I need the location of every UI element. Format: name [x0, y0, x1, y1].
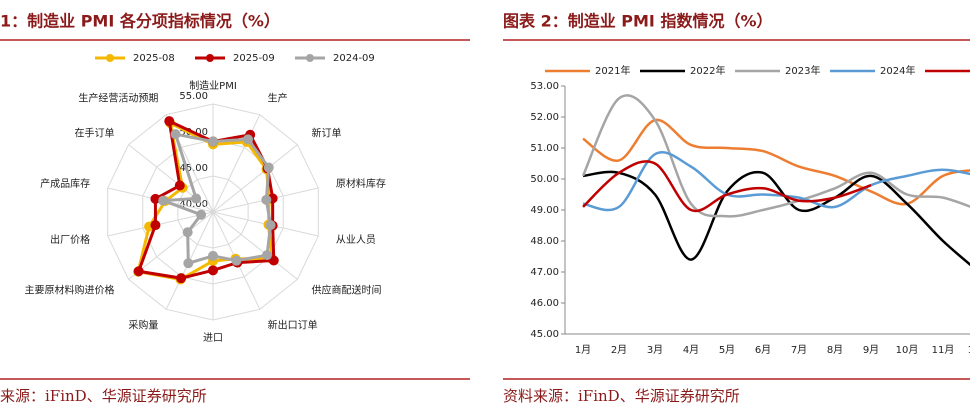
x-tick-label: 5月: [719, 344, 735, 356]
axis-label: 从业人员: [336, 234, 376, 246]
axis-label: 原材料库存: [336, 177, 386, 190]
point: [261, 194, 272, 205]
legend-marker: [306, 54, 314, 62]
y-tick-label: 48.00: [530, 236, 559, 247]
y-tick-label: 47.00: [530, 267, 559, 278]
series-line: [582, 151, 970, 212]
legend-label: 2024年: [880, 64, 915, 77]
axis-label: 生产经营活动预期: [78, 91, 158, 104]
axis-label: 出厂价格: [50, 233, 90, 246]
r-tick-label: 40.00: [179, 199, 208, 210]
axis-label: 采购量: [128, 319, 158, 332]
point: [150, 220, 161, 231]
x-tick-label: 12月: [968, 344, 970, 356]
source: 来源：iFinD、华源证券研究所: [0, 387, 207, 405]
point: [183, 258, 194, 269]
y-tick-label: 51.00: [530, 143, 559, 154]
series-line: [582, 160, 872, 213]
point: [268, 255, 279, 266]
r-tick-label: 45.00: [179, 163, 208, 174]
point: [164, 116, 175, 127]
axis-spoke: [128, 211, 214, 280]
y-tick-label: 53.00: [530, 81, 559, 92]
point: [208, 250, 218, 261]
axis-spoke: [212, 114, 261, 213]
y-tick-label: 50.00: [530, 174, 559, 185]
x-tick-label: 2月: [611, 344, 627, 356]
y-tick-label: 52.00: [530, 112, 559, 123]
point: [263, 162, 274, 173]
x-tick-label: 7月: [791, 344, 807, 356]
axis-spoke: [107, 211, 214, 237]
legend-label: 2021年: [595, 64, 630, 77]
series-line: [582, 118, 970, 206]
point: [158, 195, 169, 206]
axis-label: 进口: [203, 332, 223, 344]
axis-label: 供应商配送时间: [312, 284, 382, 297]
point: [265, 220, 276, 231]
legend-marker: [106, 54, 114, 62]
x-tick-label: 9月: [863, 344, 879, 356]
point: [191, 193, 202, 204]
point: [133, 266, 144, 277]
x-tick-label: 10月: [896, 344, 919, 356]
point: [262, 250, 273, 261]
axis-label: 新订单: [312, 126, 342, 139]
legend-label: 2022年: [690, 64, 725, 77]
series-line: [581, 94, 970, 218]
chart-title: 1：制造业 PMI 各分项指标情况（%）: [0, 12, 280, 31]
axis-label: 新出口订单: [268, 319, 318, 332]
y-tick-label: 49.00: [530, 205, 559, 216]
axis-label: 产成品库存: [40, 177, 90, 190]
axis-spoke: [212, 211, 298, 280]
x-tick-label: 4月: [683, 344, 699, 356]
chart-title: 图表 2：制造业 PMI 指数情况（%）: [503, 12, 772, 31]
point: [208, 265, 218, 276]
legend-marker: [206, 54, 214, 62]
x-tick-label: 3月: [647, 344, 663, 356]
legend-label: 2025-09: [233, 53, 275, 64]
x-tick-label: 8月: [827, 344, 843, 356]
x-tick-label: 1月: [575, 344, 591, 356]
point: [170, 129, 181, 140]
series-line: [582, 170, 970, 267]
axis-label: 主要原材料购进价格: [24, 284, 114, 297]
r-tick-label: 55.00: [179, 91, 208, 102]
x-tick-label: 6月: [755, 344, 771, 356]
point: [150, 193, 161, 204]
point: [174, 180, 185, 191]
source: 资料来源：iFinD、华源证券研究所: [503, 387, 740, 405]
x-tick-label: 11月: [932, 344, 955, 356]
point: [196, 209, 207, 220]
axis-label: 生产: [268, 91, 288, 104]
legend-label: 2023年: [785, 64, 820, 77]
legend-label: 2024-09: [333, 53, 375, 64]
point: [208, 136, 218, 147]
legend-label: 2025-08: [133, 53, 175, 64]
point: [176, 273, 187, 284]
y-tick-label: 45.00: [530, 329, 559, 340]
y-tick-label: 46.00: [530, 298, 559, 309]
point: [182, 227, 193, 238]
axis-label: 在手订单: [74, 126, 114, 139]
point: [231, 255, 242, 266]
axis-label: 制造业PMI: [189, 79, 237, 92]
axis-spoke: [212, 144, 298, 213]
point: [242, 134, 253, 145]
